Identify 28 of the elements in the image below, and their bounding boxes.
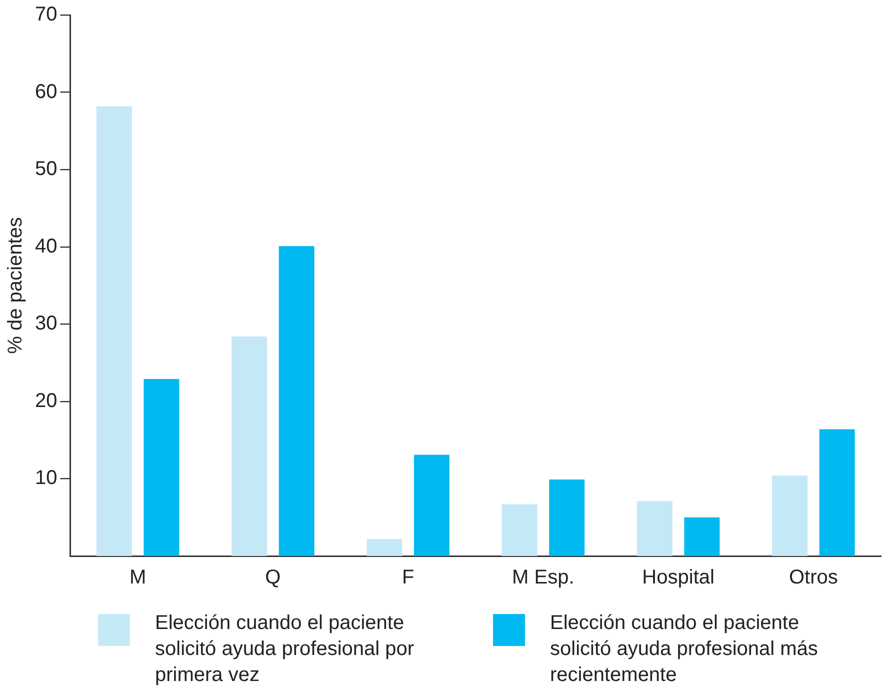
legend-label: Elección cuando el paciente solicitó ayuda profesional más recientemente: [550, 611, 819, 688]
y-tick-label: 30: [34, 312, 58, 335]
x-tick-label: M: [129, 566, 146, 589]
bar: [772, 476, 808, 556]
bar: [684, 517, 720, 556]
x-tick-label: F: [402, 566, 414, 589]
bar: [144, 379, 180, 556]
bar: [414, 454, 450, 556]
y-tick-label: 20: [34, 390, 58, 412]
y-tick-label: 60: [34, 80, 58, 103]
y-tick-label: 70: [34, 4, 58, 26]
y-axis-title: % de pacientes: [4, 217, 27, 354]
x-tick-label: M Esp.: [512, 566, 574, 589]
y-tick-label: 40: [34, 235, 58, 258]
x-tick-label: Q: [265, 566, 281, 589]
bar: [278, 246, 314, 556]
bar: [819, 429, 855, 556]
x-tick-label: Otros: [788, 566, 838, 589]
y-tick-label: 50: [34, 158, 58, 180]
bar: [636, 501, 672, 556]
bar: [549, 479, 585, 556]
bar: [232, 336, 268, 556]
x-tick-label: Hospital: [642, 566, 714, 589]
bar: [502, 504, 538, 556]
bar: [96, 106, 132, 556]
legend-label: Elección cuando el paciente solicitó ayuda profesional por primera vez: [155, 611, 416, 688]
y-tick-label: 10: [34, 467, 58, 490]
bar: [366, 538, 402, 556]
